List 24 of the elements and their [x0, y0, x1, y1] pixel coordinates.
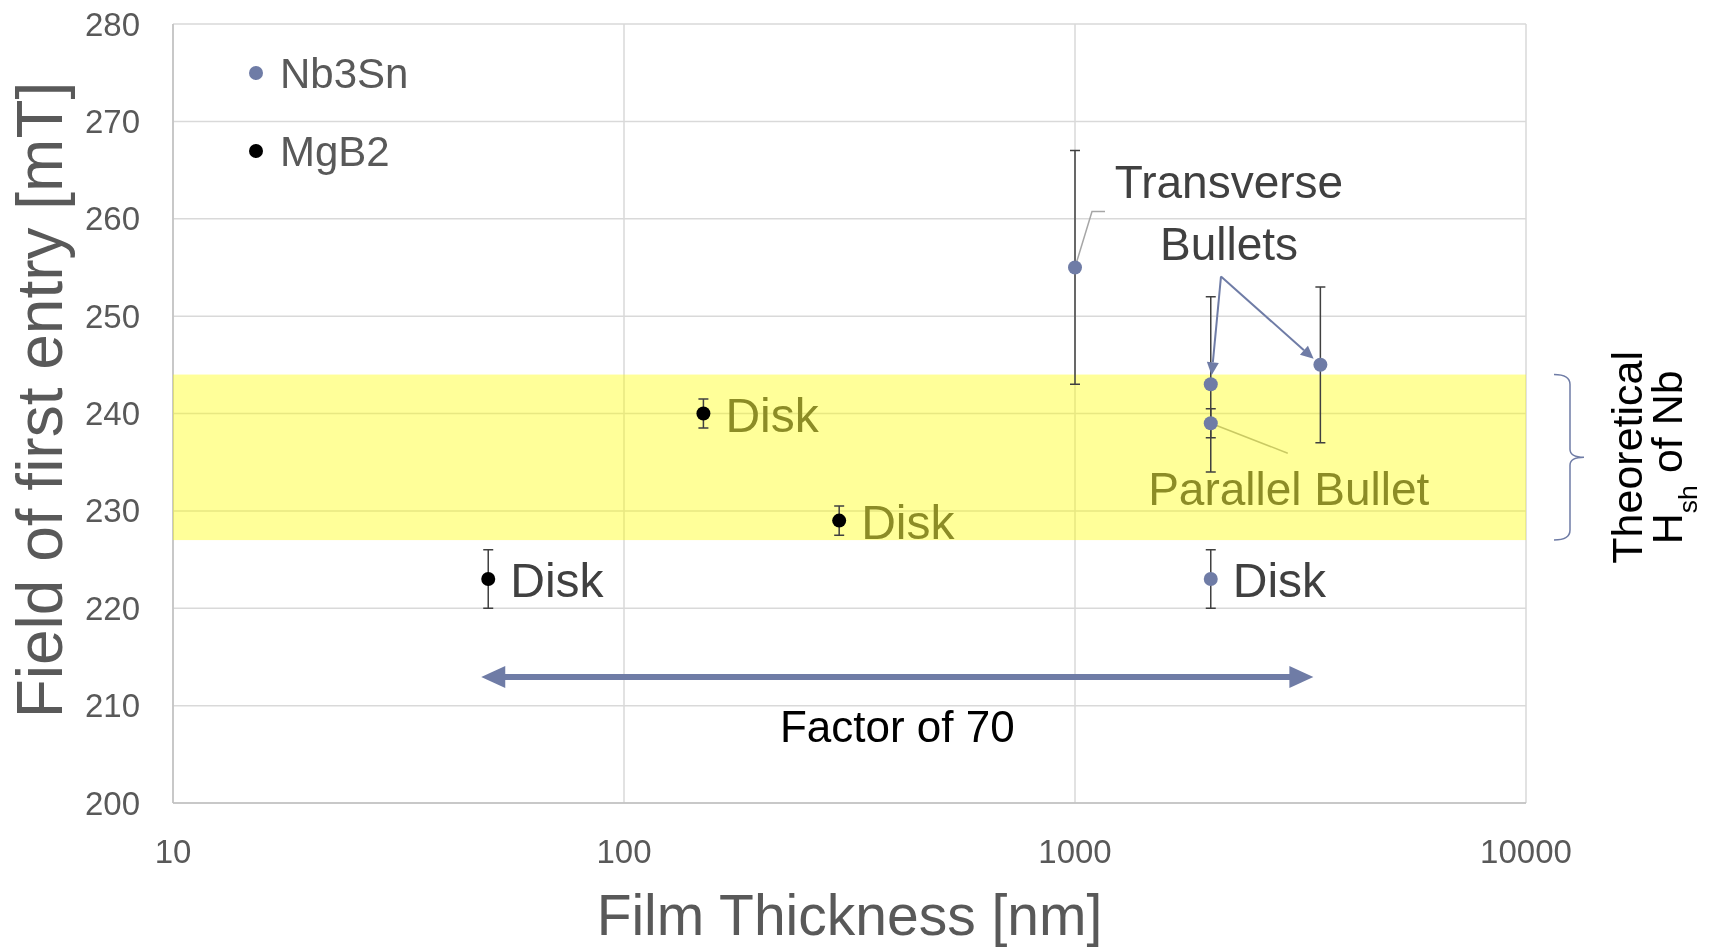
y-tick-label: 200	[84, 784, 140, 822]
annotation: Disk	[861, 495, 956, 549]
y-tick-label: 220	[84, 589, 140, 627]
x-tick-label: 100	[596, 833, 652, 870]
annotation: Transverse Bullets	[1114, 156, 1344, 271]
y-tick-label: 250	[84, 297, 140, 335]
y-tick-label: 210	[84, 687, 140, 725]
y-axis-title: Field of first entry [mT]	[4, 81, 76, 719]
y-tick-label: 280	[84, 5, 140, 43]
x-axis-title: Film Thickness [nm]	[596, 883, 1103, 947]
legend-label: Nb3Sn	[280, 49, 409, 97]
x-tick-label: 1000	[1038, 833, 1112, 870]
y-tick-label: 230	[84, 492, 140, 530]
annotation: Parallel Bullet	[1148, 463, 1430, 516]
x-tick-label: 10	[154, 833, 192, 870]
annotation: Disk	[1232, 554, 1328, 608]
annotation: Disk	[725, 388, 820, 442]
y-tick-label: 240	[84, 395, 140, 432]
annotation: Disk	[510, 554, 605, 608]
y-tick-label: 270	[84, 102, 140, 140]
legend-label: MgB2	[280, 127, 390, 175]
annotation: Factor of 70	[779, 702, 1015, 751]
x-tick-label: 10000	[1480, 833, 1572, 870]
y-tick-label: 260	[84, 200, 140, 238]
